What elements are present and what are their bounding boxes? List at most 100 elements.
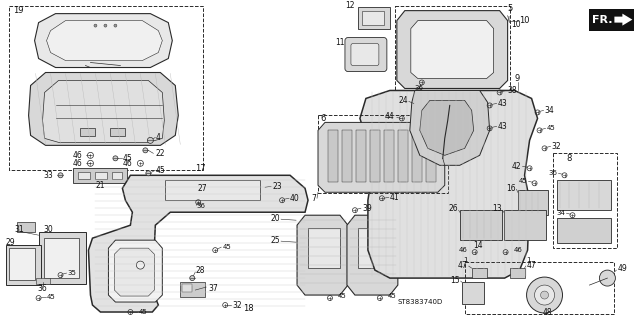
Text: 1: 1 bbox=[527, 257, 531, 263]
Bar bbox=[79, 172, 90, 179]
Text: 45: 45 bbox=[222, 244, 231, 250]
Bar bbox=[384, 130, 394, 182]
Bar bbox=[358, 7, 390, 29]
Text: 48: 48 bbox=[543, 308, 552, 316]
Text: 22: 22 bbox=[156, 149, 165, 158]
Text: 46: 46 bbox=[73, 159, 83, 168]
Bar bbox=[472, 268, 486, 278]
Bar bbox=[412, 130, 422, 182]
Polygon shape bbox=[47, 21, 163, 61]
Text: 5: 5 bbox=[508, 4, 513, 13]
Text: 31: 31 bbox=[15, 225, 24, 234]
Polygon shape bbox=[397, 11, 508, 88]
Text: 18: 18 bbox=[243, 303, 253, 313]
Circle shape bbox=[94, 24, 97, 27]
Text: 43: 43 bbox=[498, 122, 508, 131]
Text: 12: 12 bbox=[346, 1, 355, 10]
Text: 46: 46 bbox=[459, 247, 468, 253]
Bar bbox=[509, 268, 525, 278]
Bar bbox=[362, 11, 384, 25]
Text: 21: 21 bbox=[96, 181, 105, 190]
Text: 30: 30 bbox=[44, 225, 53, 234]
Polygon shape bbox=[614, 14, 632, 26]
Text: 41: 41 bbox=[390, 193, 399, 202]
Text: 23: 23 bbox=[272, 182, 282, 191]
Text: 10: 10 bbox=[511, 20, 521, 29]
Circle shape bbox=[190, 276, 195, 281]
Bar bbox=[358, 228, 390, 268]
Text: 14: 14 bbox=[473, 241, 483, 250]
Polygon shape bbox=[88, 175, 308, 312]
Bar bbox=[552, 153, 618, 248]
Bar bbox=[6, 245, 40, 285]
Text: 47: 47 bbox=[527, 261, 536, 270]
Text: 38: 38 bbox=[508, 86, 517, 95]
Bar bbox=[589, 9, 634, 31]
Bar bbox=[342, 130, 352, 182]
Polygon shape bbox=[29, 72, 179, 145]
Circle shape bbox=[147, 137, 154, 143]
Bar bbox=[192, 192, 210, 202]
Text: 6: 6 bbox=[320, 114, 325, 123]
Text: 19: 19 bbox=[13, 6, 23, 15]
Text: 37: 37 bbox=[208, 284, 218, 293]
Text: 32: 32 bbox=[552, 142, 561, 151]
Bar bbox=[557, 180, 611, 210]
Bar bbox=[426, 130, 436, 182]
Circle shape bbox=[58, 173, 63, 178]
Bar bbox=[504, 210, 545, 240]
Bar bbox=[370, 130, 380, 182]
Text: 1: 1 bbox=[463, 257, 468, 263]
Bar bbox=[398, 130, 408, 182]
Bar bbox=[465, 262, 614, 314]
Text: 45: 45 bbox=[519, 178, 527, 184]
Circle shape bbox=[114, 24, 117, 27]
Text: 46: 46 bbox=[73, 151, 83, 160]
Text: 36: 36 bbox=[548, 170, 557, 176]
Text: 13: 13 bbox=[492, 204, 502, 213]
Text: 36: 36 bbox=[414, 85, 423, 92]
Text: 45: 45 bbox=[138, 309, 147, 315]
Circle shape bbox=[527, 277, 563, 313]
Text: 49: 49 bbox=[618, 263, 627, 273]
Text: 29: 29 bbox=[6, 238, 15, 247]
Text: 9: 9 bbox=[515, 74, 520, 83]
Text: 36: 36 bbox=[38, 284, 47, 293]
Bar bbox=[36, 278, 49, 284]
Text: 36: 36 bbox=[196, 203, 205, 209]
Text: 8: 8 bbox=[567, 154, 572, 163]
Circle shape bbox=[113, 156, 118, 161]
Bar bbox=[328, 130, 338, 182]
Polygon shape bbox=[318, 122, 445, 192]
Ellipse shape bbox=[241, 181, 269, 195]
Polygon shape bbox=[35, 14, 172, 68]
Circle shape bbox=[136, 261, 145, 269]
Bar bbox=[111, 128, 125, 137]
Bar bbox=[44, 238, 79, 278]
FancyBboxPatch shape bbox=[351, 44, 379, 65]
Bar bbox=[460, 210, 502, 240]
Text: 45: 45 bbox=[47, 294, 55, 300]
Bar bbox=[308, 228, 340, 268]
Text: 42: 42 bbox=[512, 162, 522, 171]
Text: 15: 15 bbox=[450, 276, 460, 285]
Circle shape bbox=[143, 148, 148, 153]
Bar bbox=[8, 6, 204, 170]
Text: 25: 25 bbox=[271, 236, 280, 245]
Ellipse shape bbox=[246, 184, 264, 192]
Text: 17: 17 bbox=[195, 164, 206, 173]
Polygon shape bbox=[411, 21, 493, 78]
Bar bbox=[461, 282, 484, 304]
Bar bbox=[180, 282, 205, 297]
Text: 34: 34 bbox=[545, 106, 554, 115]
Text: 7: 7 bbox=[311, 194, 316, 203]
Bar bbox=[8, 248, 35, 280]
Polygon shape bbox=[360, 91, 538, 278]
Text: |: | bbox=[508, 16, 509, 21]
Bar bbox=[557, 218, 611, 243]
Bar bbox=[518, 190, 548, 215]
Text: 43: 43 bbox=[498, 99, 508, 108]
Circle shape bbox=[534, 285, 554, 305]
Text: 16: 16 bbox=[506, 184, 516, 193]
Bar bbox=[17, 222, 35, 232]
